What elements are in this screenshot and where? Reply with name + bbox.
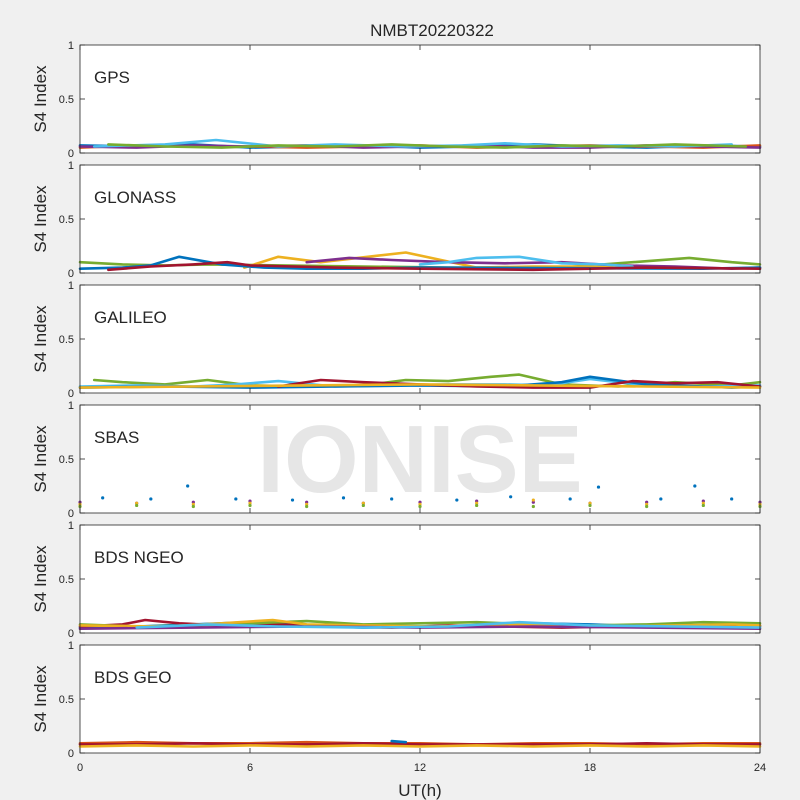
data-point: [588, 503, 592, 508]
panel-label: GALILEO: [94, 308, 167, 327]
series-line: [418, 255, 634, 268]
y-tick-label: 0: [68, 268, 74, 280]
y-tick-label: 0: [68, 388, 74, 400]
data-point: [475, 503, 479, 508]
y-tick-label: 0: [68, 748, 74, 760]
data-point: [390, 497, 394, 501]
panel-sbas: 0 0.5 1 SBAS S4 Index: [31, 400, 762, 520]
panel-label: BDS GEO: [94, 668, 171, 687]
panel-glonass: 0 0.5 1 GLONASS S4 Index: [31, 160, 762, 280]
data-point: [248, 503, 252, 508]
data-point: [418, 504, 422, 509]
data-point: [701, 503, 705, 508]
y-axis-label: S4 Index: [31, 65, 50, 133]
series-line: [276, 378, 762, 389]
plot-area: [80, 285, 760, 393]
y-tick-label: 0.5: [59, 574, 74, 586]
y-tick-label: 1: [68, 400, 74, 412]
y-tick-label: 0.5: [59, 94, 74, 106]
y-tick-label: 0.5: [59, 214, 74, 226]
data-point: [659, 497, 663, 501]
x-tick-label: 24: [754, 762, 766, 774]
y-tick-label: 0.5: [59, 454, 74, 466]
data-point: [531, 504, 535, 509]
y-tick-label: 1: [68, 40, 74, 52]
plot-area: [80, 45, 760, 153]
plot-area: [80, 645, 760, 753]
x-tick-label: 18: [584, 762, 596, 774]
data-point: [693, 484, 697, 488]
data-point: [341, 496, 346, 500]
series-line: [78, 383, 762, 389]
y-axis-label: S4 Index: [31, 665, 50, 733]
y-tick-label: 0: [68, 628, 74, 640]
x-axis-label: UT(h): [398, 781, 441, 800]
data-point: [186, 484, 190, 488]
series-line: [107, 143, 748, 149]
series-line: [243, 251, 649, 269]
panel-galileo: 0 0.5 1 GALILEO S4 Index: [31, 280, 762, 400]
data-point: [730, 497, 734, 501]
data-point: [455, 498, 459, 502]
x-tick-label: 6: [247, 762, 253, 774]
panel-gps: 0 0.5 1 GPS S4 Index: [31, 40, 762, 160]
data-point: [149, 497, 153, 501]
panels-group: 0 0.5 1 GPS S4 Index 0 0.5 1 GLONASS S4 Index 0 0.5…: [31, 40, 766, 774]
data-point: [531, 498, 535, 502]
y-tick-label: 0: [68, 148, 74, 160]
plot-area: [80, 405, 760, 513]
figure-title: NMBT20220322: [370, 21, 494, 40]
data-point: [596, 485, 601, 489]
data-point: [509, 495, 513, 499]
watermark: IONISE: [257, 406, 582, 513]
data-point: [645, 504, 649, 509]
x-tick-label: 12: [414, 762, 426, 774]
data-point: [234, 497, 238, 501]
x-tick-label: 0: [77, 762, 83, 774]
y-tick-label: 0: [68, 508, 74, 520]
y-tick-label: 0.5: [59, 334, 74, 346]
panel-label: BDS NGEO: [94, 548, 184, 567]
series-line: [135, 620, 762, 629]
series-line: [78, 741, 762, 746]
panel-bds-ngeo: 0 0.5 1 BDS NGEO S4 Index: [31, 520, 762, 640]
y-tick-label: 1: [68, 520, 74, 532]
data-point: [290, 498, 295, 502]
y-tick-label: 1: [68, 280, 74, 292]
y-axis-label: S4 Index: [31, 425, 50, 493]
plot-area: [80, 525, 760, 633]
data-point: [101, 496, 105, 500]
y-tick-label: 0.5: [59, 694, 74, 706]
data-point: [191, 504, 195, 509]
y-axis-label: S4 Index: [31, 545, 50, 613]
series-line: [390, 739, 408, 744]
panel-bds-geo: 0 0.5 1 0 6 12 18 24 BDS GEO S4 Index: [31, 640, 766, 774]
data-point: [568, 497, 572, 501]
y-tick-label: 1: [68, 640, 74, 652]
panel-label: SBAS: [94, 428, 139, 447]
y-axis-label: S4 Index: [31, 305, 50, 373]
panel-label: GLONASS: [94, 188, 176, 207]
y-axis-label: S4 Index: [31, 185, 50, 253]
data-point: [361, 503, 365, 508]
y-tick-label: 1: [68, 160, 74, 172]
panel-label: GPS: [94, 68, 130, 87]
data-point: [305, 504, 309, 509]
data-point: [135, 503, 139, 508]
series-line: [78, 744, 762, 748]
